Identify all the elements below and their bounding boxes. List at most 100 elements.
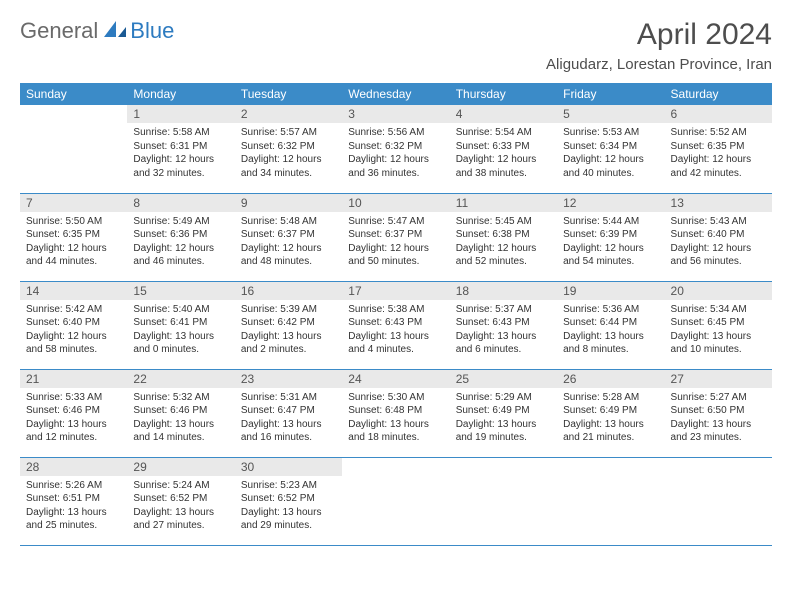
day-details: Sunrise: 5:27 AMSunset: 6:50 PMDaylight:… <box>665 388 772 449</box>
weekday-header: Thursday <box>450 83 557 105</box>
calendar-day-cell: 4Sunrise: 5:54 AMSunset: 6:33 PMDaylight… <box>450 105 557 193</box>
day-details: Sunrise: 5:47 AMSunset: 6:37 PMDaylight:… <box>342 212 449 273</box>
day-details: Sunrise: 5:34 AMSunset: 6:45 PMDaylight:… <box>665 300 772 361</box>
calendar-week-row: 14Sunrise: 5:42 AMSunset: 6:40 PMDayligh… <box>20 281 772 369</box>
location-text: Aligudarz, Lorestan Province, Iran <box>546 56 772 73</box>
day-number: 13 <box>665 194 772 212</box>
weekday-header: Friday <box>557 83 664 105</box>
day-number-empty <box>450 458 557 476</box>
day-number: 4 <box>450 105 557 123</box>
day-number: 3 <box>342 105 449 123</box>
calendar-day-cell: 6Sunrise: 5:52 AMSunset: 6:35 PMDaylight… <box>665 105 772 193</box>
calendar-day-cell: 24Sunrise: 5:30 AMSunset: 6:48 PMDayligh… <box>342 369 449 457</box>
day-number: 11 <box>450 194 557 212</box>
weekday-header: Tuesday <box>235 83 342 105</box>
calendar-day-cell: 18Sunrise: 5:37 AMSunset: 6:43 PMDayligh… <box>450 281 557 369</box>
calendar-day-cell: 23Sunrise: 5:31 AMSunset: 6:47 PMDayligh… <box>235 369 342 457</box>
calendar-day-cell <box>557 457 664 545</box>
day-number: 20 <box>665 282 772 300</box>
day-details: Sunrise: 5:48 AMSunset: 6:37 PMDaylight:… <box>235 212 342 273</box>
day-number: 6 <box>665 105 772 123</box>
day-number: 7 <box>20 194 127 212</box>
day-number-empty <box>20 105 127 123</box>
day-number: 5 <box>557 105 664 123</box>
day-number-empty <box>342 458 449 476</box>
title-block: April 2024 Aligudarz, Lorestan Province,… <box>546 18 772 73</box>
calendar-day-cell: 16Sunrise: 5:39 AMSunset: 6:42 PMDayligh… <box>235 281 342 369</box>
calendar-day-cell: 2Sunrise: 5:57 AMSunset: 6:32 PMDaylight… <box>235 105 342 193</box>
day-number: 25 <box>450 370 557 388</box>
day-details: Sunrise: 5:53 AMSunset: 6:34 PMDaylight:… <box>557 123 664 184</box>
calendar-day-cell: 17Sunrise: 5:38 AMSunset: 6:43 PMDayligh… <box>342 281 449 369</box>
brand-part2: Blue <box>130 18 174 44</box>
weekday-header-row: SundayMondayTuesdayWednesdayThursdayFrid… <box>20 83 772 105</box>
calendar-body: 1Sunrise: 5:58 AMSunset: 6:31 PMDaylight… <box>20 105 772 545</box>
day-details: Sunrise: 5:44 AMSunset: 6:39 PMDaylight:… <box>557 212 664 273</box>
calendar-day-cell: 12Sunrise: 5:44 AMSunset: 6:39 PMDayligh… <box>557 193 664 281</box>
calendar-day-cell: 15Sunrise: 5:40 AMSunset: 6:41 PMDayligh… <box>127 281 234 369</box>
day-number: 15 <box>127 282 234 300</box>
calendar-day-cell: 27Sunrise: 5:27 AMSunset: 6:50 PMDayligh… <box>665 369 772 457</box>
day-number: 17 <box>342 282 449 300</box>
calendar-day-cell: 29Sunrise: 5:24 AMSunset: 6:52 PMDayligh… <box>127 457 234 545</box>
day-number: 1 <box>127 105 234 123</box>
calendar-day-cell: 14Sunrise: 5:42 AMSunset: 6:40 PMDayligh… <box>20 281 127 369</box>
brand-part1: General <box>20 18 98 44</box>
day-number-empty <box>557 458 664 476</box>
brand-logo: General Blue <box>20 18 174 44</box>
calendar-week-row: 7Sunrise: 5:50 AMSunset: 6:35 PMDaylight… <box>20 193 772 281</box>
calendar-day-cell: 10Sunrise: 5:47 AMSunset: 6:37 PMDayligh… <box>342 193 449 281</box>
day-details: Sunrise: 5:45 AMSunset: 6:38 PMDaylight:… <box>450 212 557 273</box>
calendar-day-cell: 3Sunrise: 5:56 AMSunset: 6:32 PMDaylight… <box>342 105 449 193</box>
brand-sail-icon <box>102 19 128 44</box>
day-details: Sunrise: 5:56 AMSunset: 6:32 PMDaylight:… <box>342 123 449 184</box>
calendar-day-cell: 22Sunrise: 5:32 AMSunset: 6:46 PMDayligh… <box>127 369 234 457</box>
calendar-day-cell <box>665 457 772 545</box>
day-details: Sunrise: 5:57 AMSunset: 6:32 PMDaylight:… <box>235 123 342 184</box>
day-number: 27 <box>665 370 772 388</box>
calendar-day-cell: 13Sunrise: 5:43 AMSunset: 6:40 PMDayligh… <box>665 193 772 281</box>
day-details: Sunrise: 5:29 AMSunset: 6:49 PMDaylight:… <box>450 388 557 449</box>
day-number: 19 <box>557 282 664 300</box>
day-details: Sunrise: 5:30 AMSunset: 6:48 PMDaylight:… <box>342 388 449 449</box>
calendar-day-cell <box>20 105 127 193</box>
calendar-day-cell: 11Sunrise: 5:45 AMSunset: 6:38 PMDayligh… <box>450 193 557 281</box>
day-number: 12 <box>557 194 664 212</box>
weekday-header: Saturday <box>665 83 772 105</box>
calendar-day-cell <box>342 457 449 545</box>
day-details: Sunrise: 5:43 AMSunset: 6:40 PMDaylight:… <box>665 212 772 273</box>
calendar-day-cell: 5Sunrise: 5:53 AMSunset: 6:34 PMDaylight… <box>557 105 664 193</box>
day-number: 18 <box>450 282 557 300</box>
day-details: Sunrise: 5:58 AMSunset: 6:31 PMDaylight:… <box>127 123 234 184</box>
day-details: Sunrise: 5:23 AMSunset: 6:52 PMDaylight:… <box>235 476 342 537</box>
day-number: 21 <box>20 370 127 388</box>
calendar-day-cell: 9Sunrise: 5:48 AMSunset: 6:37 PMDaylight… <box>235 193 342 281</box>
day-details: Sunrise: 5:32 AMSunset: 6:46 PMDaylight:… <box>127 388 234 449</box>
header: General Blue April 2024 Aligudarz, Lores… <box>20 18 772 73</box>
calendar-day-cell: 26Sunrise: 5:28 AMSunset: 6:49 PMDayligh… <box>557 369 664 457</box>
day-details: Sunrise: 5:54 AMSunset: 6:33 PMDaylight:… <box>450 123 557 184</box>
day-details: Sunrise: 5:39 AMSunset: 6:42 PMDaylight:… <box>235 300 342 361</box>
day-details: Sunrise: 5:49 AMSunset: 6:36 PMDaylight:… <box>127 212 234 273</box>
day-number: 22 <box>127 370 234 388</box>
day-details: Sunrise: 5:52 AMSunset: 6:35 PMDaylight:… <box>665 123 772 184</box>
day-number: 9 <box>235 194 342 212</box>
day-details: Sunrise: 5:24 AMSunset: 6:52 PMDaylight:… <box>127 476 234 537</box>
calendar-day-cell: 30Sunrise: 5:23 AMSunset: 6:52 PMDayligh… <box>235 457 342 545</box>
day-details: Sunrise: 5:37 AMSunset: 6:43 PMDaylight:… <box>450 300 557 361</box>
calendar-day-cell: 19Sunrise: 5:36 AMSunset: 6:44 PMDayligh… <box>557 281 664 369</box>
calendar-day-cell: 21Sunrise: 5:33 AMSunset: 6:46 PMDayligh… <box>20 369 127 457</box>
day-details: Sunrise: 5:31 AMSunset: 6:47 PMDaylight:… <box>235 388 342 449</box>
day-number-empty <box>665 458 772 476</box>
calendar-table: SundayMondayTuesdayWednesdayThursdayFrid… <box>20 83 772 546</box>
day-details: Sunrise: 5:42 AMSunset: 6:40 PMDaylight:… <box>20 300 127 361</box>
calendar-week-row: 28Sunrise: 5:26 AMSunset: 6:51 PMDayligh… <box>20 457 772 545</box>
calendar-day-cell: 8Sunrise: 5:49 AMSunset: 6:36 PMDaylight… <box>127 193 234 281</box>
calendar-day-cell: 7Sunrise: 5:50 AMSunset: 6:35 PMDaylight… <box>20 193 127 281</box>
day-details: Sunrise: 5:26 AMSunset: 6:51 PMDaylight:… <box>20 476 127 537</box>
day-number: 16 <box>235 282 342 300</box>
month-title: April 2024 <box>546 18 772 52</box>
calendar-day-cell: 28Sunrise: 5:26 AMSunset: 6:51 PMDayligh… <box>20 457 127 545</box>
day-number: 14 <box>20 282 127 300</box>
day-details: Sunrise: 5:36 AMSunset: 6:44 PMDaylight:… <box>557 300 664 361</box>
